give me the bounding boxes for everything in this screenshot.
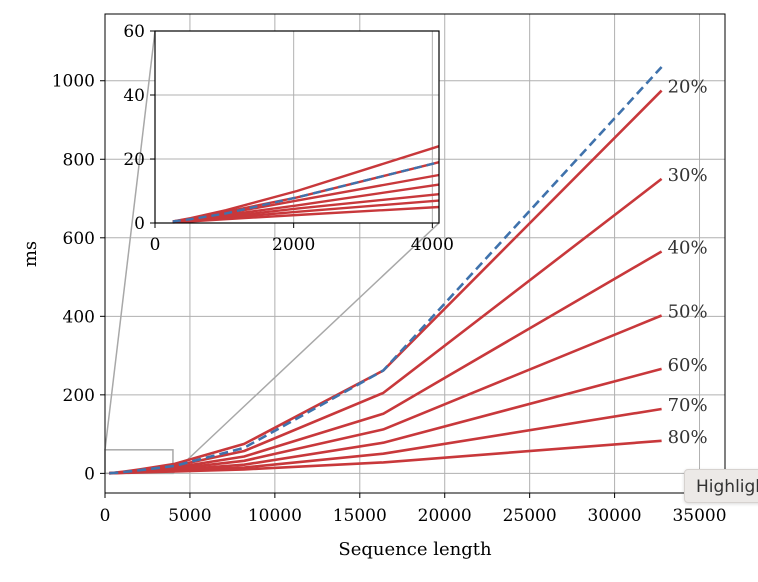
zoom-connector-line bbox=[172, 222, 440, 474]
series-label: 30% bbox=[668, 165, 708, 186]
inset-plot: 0 2000 4000 0 20 40 60 bbox=[123, 22, 454, 255]
main-series-group bbox=[109, 66, 663, 475]
x-tick-label: 35000 bbox=[672, 506, 726, 526]
x-tick-label: 20000 bbox=[418, 506, 472, 526]
y-axis-label: ms bbox=[20, 241, 41, 267]
series-label: 40% bbox=[668, 238, 708, 259]
inset-background bbox=[155, 31, 439, 223]
main-axis-ticks: 0 5000 10000 15000 20000 25000 30000 3500002004… bbox=[52, 72, 727, 526]
y-tick-label: 600 bbox=[63, 229, 95, 249]
series-labels: 20% 30% 40% 50% 60% 70% 80% bbox=[668, 77, 708, 448]
series-label: 70% bbox=[668, 395, 708, 416]
sparsity-series-line bbox=[109, 250, 663, 475]
x-tick-label: 5000 bbox=[168, 506, 211, 526]
y-tick-label: 200 bbox=[63, 386, 95, 406]
highlight-tooltip[interactable]: Highlight bbox=[684, 469, 758, 503]
main-plot-frame bbox=[104, 13, 726, 494]
zoom-connector-line bbox=[104, 30, 156, 450]
inset-x-tick-label: 0 bbox=[150, 235, 161, 255]
inset-series-group bbox=[172, 145, 440, 224]
inset-sparsity-series-line bbox=[172, 205, 440, 224]
inset-dense-baseline-line bbox=[172, 161, 440, 223]
tooltip-text: Highlight bbox=[696, 477, 758, 497]
series-label: 20% bbox=[668, 77, 708, 98]
dense-baseline-line bbox=[109, 66, 663, 475]
series-label: 50% bbox=[668, 302, 708, 323]
series-label: 80% bbox=[668, 427, 708, 448]
y-tick-label: 1000 bbox=[52, 72, 95, 92]
x-tick-label: 25000 bbox=[503, 506, 557, 526]
x-tick-label: 10000 bbox=[248, 506, 302, 526]
x-tick-label: 30000 bbox=[588, 506, 642, 526]
x-tick-label: 0 bbox=[100, 506, 111, 526]
inset-y-tick-label: 0 bbox=[134, 214, 145, 234]
inset-x-tick-label: 4000 bbox=[411, 235, 454, 255]
x-tick-label: 15000 bbox=[333, 506, 387, 526]
inset-y-tick-label: 20 bbox=[123, 150, 145, 170]
inset-y-tick-label: 60 bbox=[123, 22, 145, 42]
y-tick-label: 800 bbox=[63, 150, 95, 170]
y-tick-label: 0 bbox=[84, 464, 95, 484]
inset-x-tick-label: 2000 bbox=[272, 235, 315, 255]
x-axis-label: Sequence length bbox=[338, 539, 492, 560]
inset-y-tick-label: 40 bbox=[123, 86, 145, 106]
y-tick-label: 400 bbox=[63, 307, 95, 327]
inset-axis-ticks: 0 2000 4000 0 20 40 60 bbox=[123, 22, 454, 255]
inset-plot-frame bbox=[154, 30, 440, 224]
series-label: 60% bbox=[668, 355, 708, 376]
